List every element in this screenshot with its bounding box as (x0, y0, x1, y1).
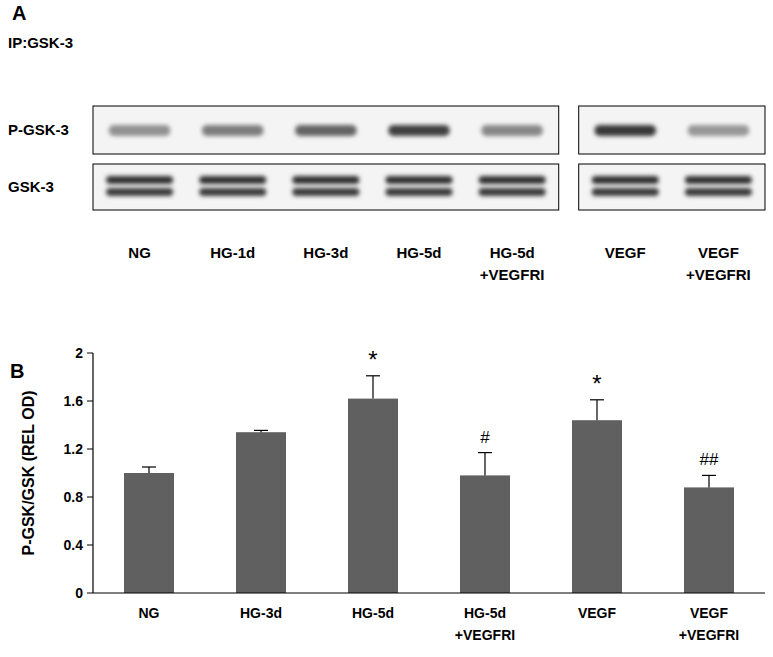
x-tick-label-line: +VEGFRI (455, 627, 515, 643)
lane-label-line: NG (128, 244, 151, 261)
gsk-band (199, 176, 266, 184)
blot-frame (579, 164, 765, 210)
row-label: P-GSK-3 (8, 121, 69, 138)
gsk-band (292, 188, 359, 196)
error-bar (366, 376, 380, 399)
figure-svg: AIP:GSK-3P-GSK-3GSK-3NGHG-1dHG-3dHG-5dHG… (0, 0, 773, 657)
lane-label: HG-1d (210, 244, 255, 261)
gsk-band (385, 176, 452, 184)
x-tick-label: HG-5d (352, 605, 394, 621)
gsk-band (592, 176, 659, 184)
y-tick (87, 545, 93, 546)
gsk-band (479, 176, 546, 184)
significance-mark: ## (700, 450, 719, 469)
x-tick-label: VEGF +VEGFRI (679, 605, 739, 643)
lane-label-line: +VEGFRI (480, 266, 545, 283)
x-tick-label-line: NG (139, 605, 160, 621)
y-tick (87, 353, 93, 354)
gsk-band (106, 188, 173, 196)
panel-label: B (10, 360, 24, 382)
y-axis-label: P-GSK/GSK (REL OD) (20, 390, 37, 555)
x-tick-label-line: +VEGFRI (679, 627, 739, 643)
bar (684, 487, 734, 593)
blot-frame (579, 106, 765, 154)
y-tick-label: 0 (75, 585, 83, 601)
panel-label: A (12, 2, 26, 24)
y-tick-label: 0.8 (64, 489, 84, 505)
p-gsk-band (109, 125, 170, 136)
x-tick-label-line: HG-3d (240, 605, 282, 621)
gsk-band (199, 188, 266, 196)
gsk-band (292, 176, 359, 184)
y-tick-label: 1.2 (64, 441, 84, 457)
bar (348, 399, 398, 593)
y-tick-label: 0.4 (64, 537, 84, 553)
lane-label: VEGF +VEGFRI (686, 244, 751, 283)
x-tick-label: HG-5d +VEGFRI (455, 605, 515, 643)
y-axis (92, 353, 93, 593)
y-tick (87, 449, 93, 450)
error-bar (702, 475, 716, 487)
y-tick-label: 1.6 (64, 393, 84, 409)
p-gsk-band (202, 125, 263, 136)
p-gsk-band (295, 125, 356, 136)
y-tick (87, 497, 93, 498)
lane-label-line: HG-3d (303, 244, 348, 261)
x-tick-label: HG-3d (240, 605, 282, 621)
significance-mark: * (368, 346, 377, 373)
y-tick (87, 401, 93, 402)
bar (460, 475, 510, 593)
row-label: GSK-3 (8, 178, 54, 195)
lane-label: NG (128, 244, 151, 261)
p-gsk-band (688, 125, 749, 136)
lane-label-line: HG-1d (210, 244, 255, 261)
bars (124, 376, 734, 593)
gsk-band (592, 188, 659, 196)
lane-label: VEGF (605, 244, 646, 261)
error-bar (478, 453, 492, 476)
x-tick-label-line: HG-5d (464, 605, 506, 621)
lane-label-line: VEGF (605, 244, 646, 261)
error-bar (590, 400, 604, 420)
ip-label: IP:GSK-3 (8, 34, 73, 51)
bar (236, 432, 286, 593)
significance-mark: # (480, 428, 490, 447)
p-gsk-band (388, 125, 449, 136)
y-tick-label: 2 (75, 345, 83, 361)
lane-label: HG-3d (303, 244, 348, 261)
lane-label-line: VEGF (698, 244, 739, 261)
p-gsk-band (481, 125, 542, 136)
x-tick-label-line: VEGF (578, 605, 617, 621)
error-bar (254, 430, 268, 432)
blot-frame (93, 164, 559, 210)
lane-label-line: HG-5d (397, 244, 442, 261)
error-bar (142, 467, 156, 473)
lane-label-line: HG-5d (490, 244, 535, 261)
x-axis (93, 592, 765, 593)
gsk-band (106, 176, 173, 184)
x-tick-label: VEGF (578, 605, 617, 621)
lane-label: HG-5d (397, 244, 442, 261)
x-tick-label: NG (139, 605, 160, 621)
x-tick-label-line: HG-5d (352, 605, 394, 621)
y-tick (87, 593, 93, 594)
lane-label-line: +VEGFRI (686, 266, 751, 283)
x-tick-label-line: VEGF (690, 605, 729, 621)
figure: AIP:GSK-3P-GSK-3GSK-3NGHG-1dHG-3dHG-5dHG… (0, 0, 773, 657)
bar (572, 420, 622, 593)
gsk-band (385, 188, 452, 196)
lane-label: HG-5d +VEGFRI (480, 244, 545, 283)
gsk-band (685, 176, 752, 184)
bar (124, 473, 174, 593)
gsk-band (479, 188, 546, 196)
blot-frame (93, 106, 559, 154)
p-gsk-band (595, 125, 656, 136)
significance-mark: * (592, 370, 601, 397)
gsk-band (685, 188, 752, 196)
